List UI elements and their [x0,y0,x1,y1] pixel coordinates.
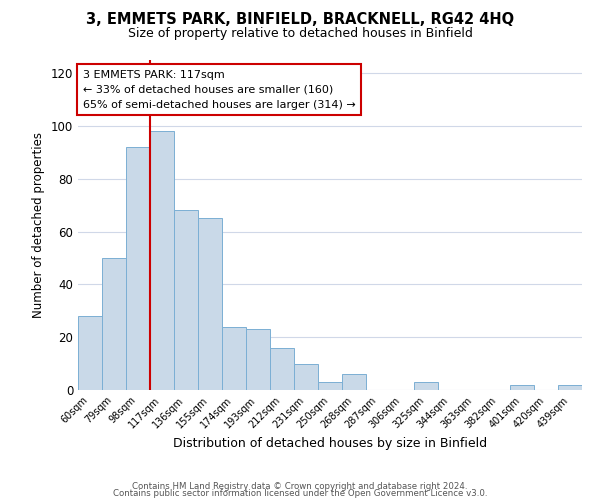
Bar [414,382,438,390]
X-axis label: Distribution of detached houses by size in Binfield: Distribution of detached houses by size … [173,436,487,450]
Bar [510,384,534,390]
Text: Size of property relative to detached houses in Binfield: Size of property relative to detached ho… [128,28,472,40]
Bar [150,132,174,390]
Bar [270,348,294,390]
Bar [78,316,102,390]
Bar [558,384,582,390]
Bar [246,330,270,390]
Bar [294,364,318,390]
Bar [126,147,150,390]
Text: Contains public sector information licensed under the Open Government Licence v3: Contains public sector information licen… [113,490,487,498]
Bar [318,382,342,390]
Bar [342,374,366,390]
Bar [174,210,198,390]
Text: 3 EMMETS PARK: 117sqm
← 33% of detached houses are smaller (160)
65% of semi-det: 3 EMMETS PARK: 117sqm ← 33% of detached … [83,70,356,110]
Bar [102,258,126,390]
Text: 3, EMMETS PARK, BINFIELD, BRACKNELL, RG42 4HQ: 3, EMMETS PARK, BINFIELD, BRACKNELL, RG4… [86,12,514,28]
Text: Contains HM Land Registry data © Crown copyright and database right 2024.: Contains HM Land Registry data © Crown c… [132,482,468,491]
Bar [222,326,246,390]
Bar [198,218,222,390]
Y-axis label: Number of detached properties: Number of detached properties [32,132,45,318]
